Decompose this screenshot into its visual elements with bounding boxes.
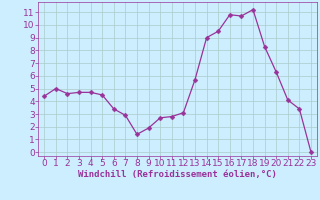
X-axis label: Windchill (Refroidissement éolien,°C): Windchill (Refroidissement éolien,°C)	[78, 170, 277, 179]
